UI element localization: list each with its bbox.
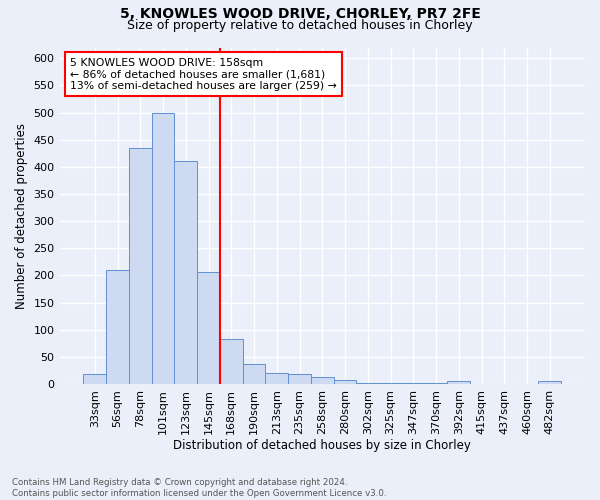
Text: 5, KNOWLES WOOD DRIVE, CHORLEY, PR7 2FE: 5, KNOWLES WOOD DRIVE, CHORLEY, PR7 2FE (119, 8, 481, 22)
Bar (265, 372, 288, 384)
Bar (152, 112, 175, 384)
Bar (129, 148, 152, 384)
Bar (356, 383, 379, 384)
Bar (220, 339, 242, 384)
Text: Size of property relative to detached houses in Chorley: Size of property relative to detached ho… (127, 18, 473, 32)
Bar (242, 364, 265, 384)
Bar (83, 374, 106, 384)
Bar (175, 162, 197, 384)
Bar (288, 374, 311, 384)
Bar (311, 378, 334, 384)
Text: 5 KNOWLES WOOD DRIVE: 158sqm
← 86% of detached houses are smaller (1,681)
13% of: 5 KNOWLES WOOD DRIVE: 158sqm ← 86% of de… (70, 58, 337, 91)
Bar (197, 272, 220, 384)
Bar (379, 383, 402, 384)
Bar (538, 380, 561, 384)
Bar (106, 270, 129, 384)
Bar (448, 381, 470, 384)
Bar (334, 380, 356, 384)
X-axis label: Distribution of detached houses by size in Chorley: Distribution of detached houses by size … (173, 440, 471, 452)
Y-axis label: Number of detached properties: Number of detached properties (15, 122, 28, 308)
Text: Contains HM Land Registry data © Crown copyright and database right 2024.
Contai: Contains HM Land Registry data © Crown c… (12, 478, 386, 498)
